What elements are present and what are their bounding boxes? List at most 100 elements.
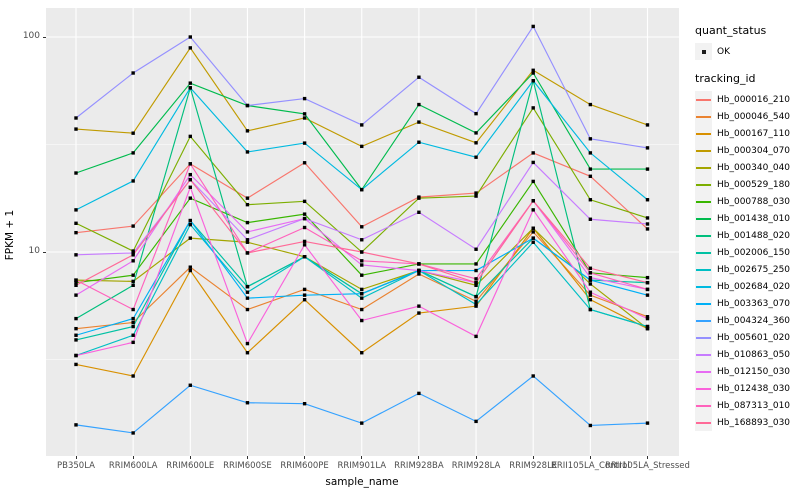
x-tick-mark <box>361 456 363 459</box>
legend-item-quant-OK: OK <box>695 43 799 60</box>
data-point <box>645 280 650 285</box>
data-point <box>360 296 364 300</box>
data-point <box>474 334 478 339</box>
data-point <box>245 296 250 300</box>
data-point <box>245 290 250 294</box>
data-point <box>588 282 593 286</box>
series-color-line-icon <box>695 380 712 397</box>
data-point <box>131 320 135 325</box>
y-tick-label: 100 <box>22 31 40 41</box>
data-point <box>417 304 421 308</box>
data-point <box>360 307 364 312</box>
data-point <box>131 374 135 378</box>
data-point <box>360 287 364 292</box>
data-point <box>588 102 593 107</box>
data-point <box>188 196 192 200</box>
data-point <box>302 287 307 292</box>
data-point <box>245 196 250 200</box>
data-point <box>245 251 250 255</box>
series-color-line-icon <box>695 193 712 210</box>
legend-item-label: Hb_005601_020 <box>717 332 791 343</box>
data-point <box>474 419 478 424</box>
legend-title-tracking-id: tracking_id <box>695 72 756 85</box>
data-point <box>645 275 650 280</box>
data-point <box>302 161 307 165</box>
data-point <box>188 222 192 227</box>
data-point <box>131 340 135 345</box>
legend-item-label: Hb_012150_030 <box>717 366 791 377</box>
data-point <box>360 238 364 242</box>
data-point <box>360 291 364 296</box>
data-point <box>360 123 364 127</box>
data-point <box>531 106 535 110</box>
x-tick-mark <box>246 456 248 459</box>
legend-tracking-id-items: Hb_000016_210 Hb_000046_540 Hb_000167_110 H… <box>695 91 799 431</box>
data-point <box>645 227 650 231</box>
data-point <box>360 259 364 263</box>
data-point <box>645 216 650 220</box>
data-point <box>474 277 478 281</box>
data-point <box>360 187 364 192</box>
data-point <box>302 293 307 297</box>
data-point <box>74 338 78 342</box>
legend-item-Hb_000304_070: Hb_000304_070 <box>695 142 799 159</box>
legend-quant-status-items: OK <box>695 43 799 60</box>
data-point <box>131 151 135 155</box>
data-point <box>74 230 78 235</box>
data-point <box>531 68 535 73</box>
data-point <box>531 24 535 29</box>
data-point <box>188 177 192 182</box>
data-point <box>131 71 135 75</box>
data-point <box>188 35 192 39</box>
data-point <box>302 243 307 247</box>
x-tick-label-RRIM901LA: RRIM901LA <box>337 461 387 471</box>
y-tick-label: 10 <box>28 246 40 256</box>
data-point <box>74 127 78 131</box>
data-point <box>588 151 593 155</box>
data-point <box>74 221 78 225</box>
data-point <box>74 283 78 288</box>
data-point <box>531 374 535 378</box>
x-tick-label-PB350LA: PB350LA <box>57 461 95 471</box>
data-point <box>360 250 364 254</box>
data-point <box>531 236 535 240</box>
data-point <box>188 185 192 189</box>
data-point <box>188 81 192 85</box>
data-point <box>302 112 307 116</box>
legend-item-Hb_004324_360: Hb_004324_360 <box>695 312 799 329</box>
series-color-line-icon <box>695 108 712 125</box>
data-point <box>360 318 364 323</box>
data-point <box>245 401 250 405</box>
data-point <box>131 251 135 255</box>
data-point <box>245 202 250 207</box>
data-point <box>588 167 593 171</box>
data-point <box>131 179 135 183</box>
data-point <box>531 179 535 184</box>
legend-item-Hb_000167_110: Hb_000167_110 <box>695 125 799 142</box>
data-point <box>531 240 535 244</box>
black-square-point-icon <box>695 43 712 60</box>
data-point <box>417 311 421 315</box>
x-tick-label-RRIM928LE: RRIM928LE <box>509 461 558 471</box>
data-point <box>131 259 135 263</box>
legend-item-Hb_005601_020: Hb_005601_020 <box>695 329 799 346</box>
data-point <box>188 134 192 139</box>
data-point <box>645 198 650 202</box>
legend-item-label: Hb_000340_040 <box>717 162 791 173</box>
legend-item-label: Hb_087313_010 <box>717 400 791 411</box>
data-point <box>131 224 135 228</box>
data-point <box>588 293 593 297</box>
data-point <box>417 210 421 214</box>
series-color-line-icon <box>695 210 712 227</box>
x-axis-title: sample_name <box>325 476 399 488</box>
data-point <box>188 86 192 90</box>
data-point <box>131 249 135 253</box>
data-point <box>360 263 364 267</box>
legend-item-label: Hb_000529_180 <box>717 179 791 190</box>
data-point <box>474 131 478 135</box>
legend-item-label: Hb_000304_070 <box>717 145 791 156</box>
data-point <box>245 220 250 225</box>
x-tick-mark <box>647 456 648 459</box>
data-point <box>417 272 421 276</box>
data-point <box>588 423 593 428</box>
